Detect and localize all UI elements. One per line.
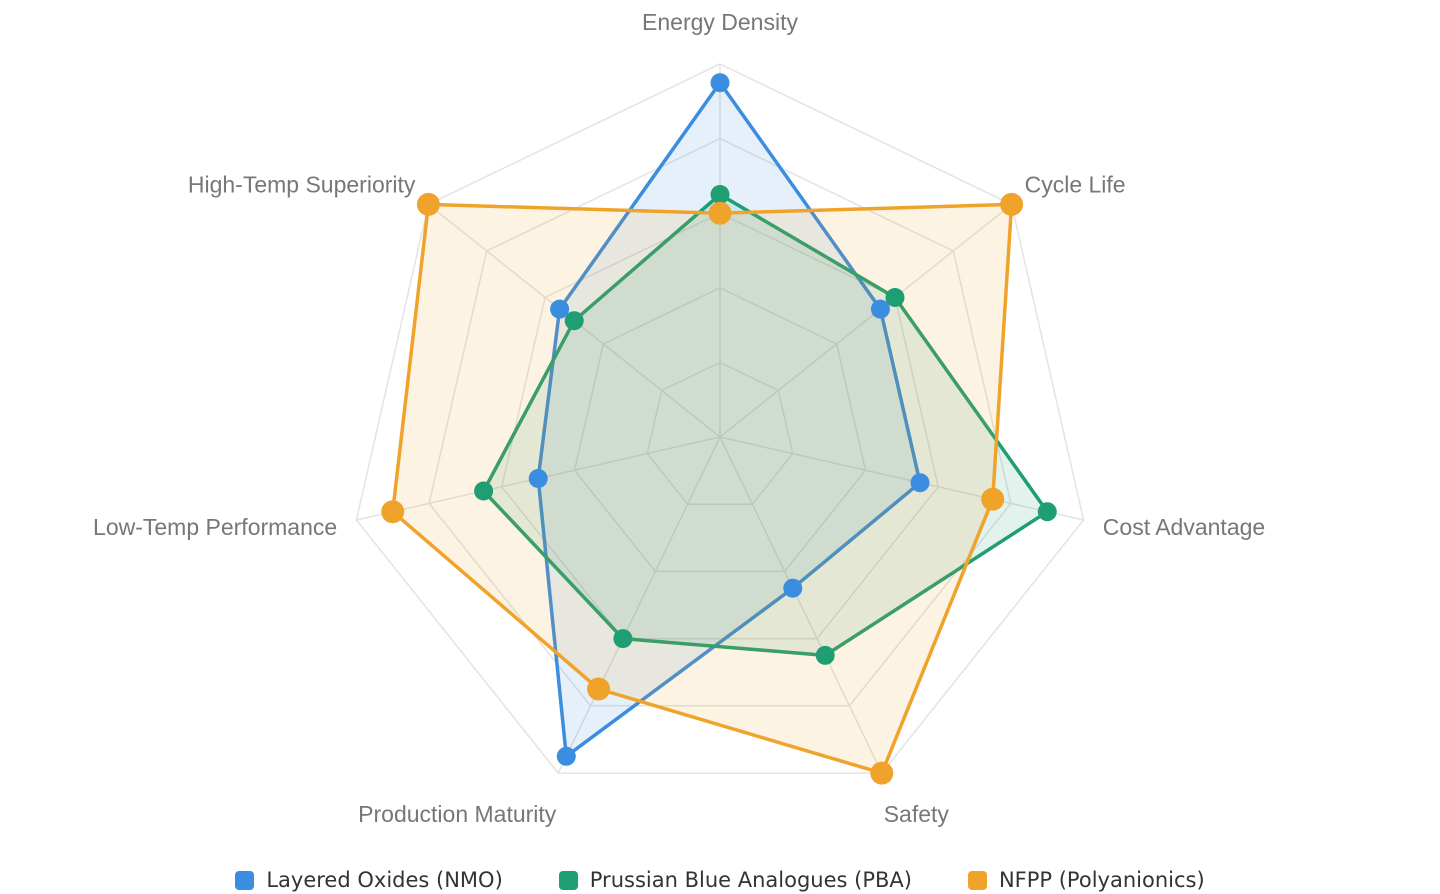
axis-label-6: Low-Temp Performance (93, 514, 337, 540)
series-1-point-2 (870, 299, 890, 319)
series-area-2 (481, 192, 1050, 658)
legend-item-1[interactable]: Layered Oxides (NMO) (235, 868, 503, 892)
legend-label-2: Prussian Blue Analogues (PBA) (589, 868, 912, 892)
legend-item-2[interactable]: Prussian Blue Analogues (PBA) (558, 868, 912, 892)
axis-label-1: Energy Density (642, 9, 798, 35)
axis-label-4: Safety (884, 801, 950, 827)
legend-swatch-3 (967, 870, 987, 890)
series-3-point-5 (587, 677, 611, 701)
series-3-point-3 (981, 487, 1005, 511)
series-1-point-1 (710, 73, 730, 93)
series-area-3 (390, 202, 1014, 775)
series-1-point-6 (528, 469, 548, 488)
grid-ring-2 (573, 286, 867, 573)
series-1-point-5 (556, 746, 576, 766)
series-3-point-7 (416, 192, 440, 216)
series-1-point-3 (910, 473, 930, 493)
radar-grid (355, 63, 1085, 774)
grid-spoke-5 (557, 436, 721, 774)
series-2-point-7 (564, 311, 584, 331)
grid-ring-4 (428, 137, 1012, 707)
grid-spoke-3 (719, 436, 1084, 521)
chart-legend: Layered Oxides (NMO) Prussian Blue Analog… (0, 866, 1440, 894)
series-2-point-2 (885, 288, 905, 307)
axis-label-7: High-Temp Superiority (188, 172, 416, 198)
series-2-point-6 (474, 481, 494, 501)
legend-swatch-1 (235, 870, 255, 890)
series-2-point-4 (815, 645, 835, 665)
grid-ring-1 (646, 361, 794, 505)
series-1-point-4 (783, 578, 803, 598)
axis-label-5: Production Maturity (358, 801, 557, 827)
grid-spoke-4 (719, 436, 883, 774)
series-2-point-3 (1037, 502, 1057, 522)
radar-axis-labels: Energy Density Cycle Life Cost Advantage Sa… (93, 9, 1265, 827)
axis-label-3: Cost Advantage (1103, 514, 1265, 540)
axis-label-2: Cycle Life (1025, 172, 1126, 198)
series-1-point-7 (550, 299, 570, 319)
legend-swatch-2 (558, 870, 578, 890)
grid-ring-3 (500, 212, 940, 640)
grid-spoke-2 (719, 203, 1013, 438)
series-2-point-1 (710, 185, 730, 204)
radar-chart-svg: Energy Density Cycle Life Cost Advantage Sa… (93, 9, 1265, 827)
series-3-point-6 (381, 500, 405, 524)
series-3-point-4 (870, 761, 894, 785)
series-2-point-5 (613, 629, 633, 649)
series-3-point-2 (1000, 192, 1024, 216)
series-3-point-1 (708, 201, 732, 225)
legend-label-3: NFPP (Polyanionics) (998, 868, 1205, 892)
radar-series (381, 73, 1057, 785)
series-area-1 (536, 80, 922, 759)
legend-item-3[interactable]: NFPP (Polyanionics) (967, 868, 1205, 892)
legend-label-1: Layered Oxides (NMO) (266, 868, 503, 892)
grid-ring-5 (355, 63, 1085, 774)
